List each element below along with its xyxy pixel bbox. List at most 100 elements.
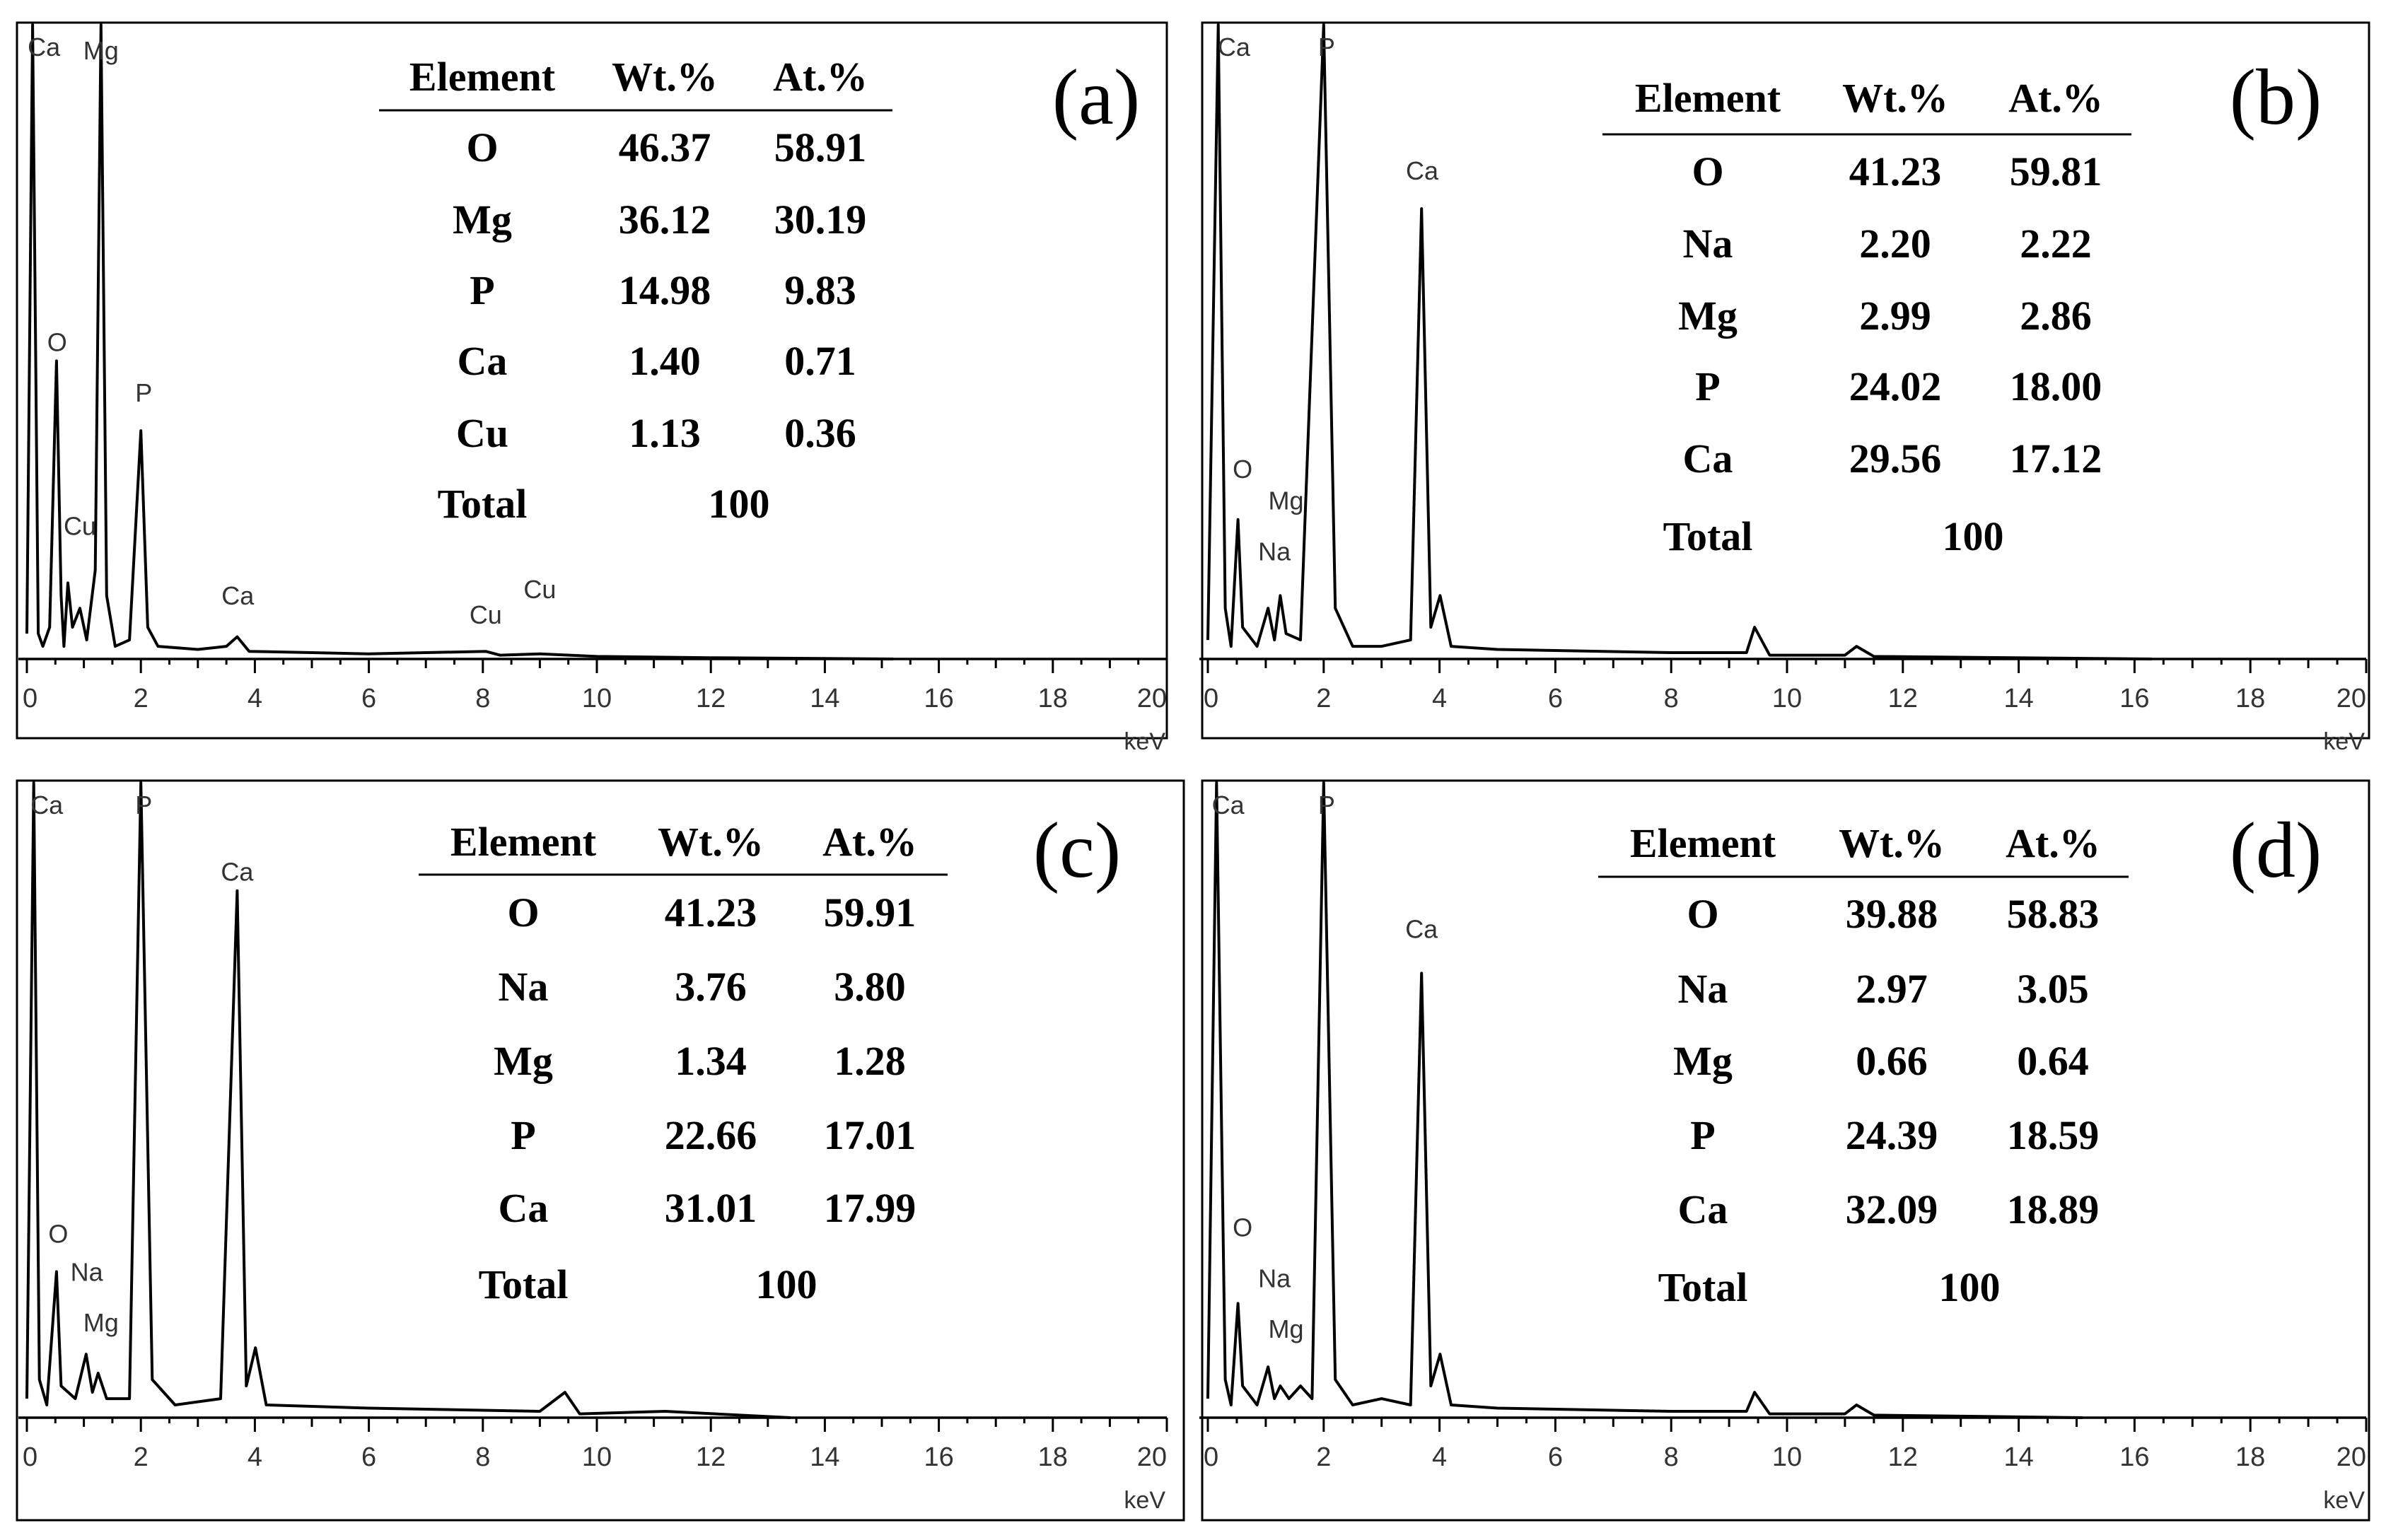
table-cell: 22.66	[665, 1112, 757, 1158]
table-cell: 1.13	[629, 410, 701, 456]
peak-label-ca: Ca	[1218, 33, 1251, 62]
x-tick-label: 4	[1432, 684, 1447, 713]
x-tick-label: 2	[1316, 1442, 1331, 1472]
peak-label-na: Na	[1258, 537, 1291, 566]
table-cell: 59.91	[824, 889, 916, 935]
table-cell: 41.23	[1849, 148, 1942, 194]
table-cell: 17.01	[824, 1112, 916, 1158]
table-header: Element	[1630, 820, 1776, 866]
table-row: P 24.39 18.59	[1690, 1112, 2099, 1158]
table-total-value: 100	[756, 1261, 817, 1307]
table-total-label: Total	[1663, 513, 1753, 559]
x-tick-label: 0	[23, 1442, 37, 1472]
table-cell: 0.66	[1856, 1038, 1928, 1084]
table-cell: O	[507, 889, 539, 935]
table-row: P 24.02 18.00	[1695, 363, 2102, 409]
table-row: Ca 32.09 18.89	[1678, 1186, 2100, 1232]
x-tick-label: 10	[1772, 1442, 1802, 1472]
table-cell: 17.12	[2010, 436, 2102, 482]
table-cell: P	[1695, 363, 1720, 409]
spectrum-line	[1206, 23, 2153, 660]
spectrum-line	[25, 781, 791, 1419]
peak-label-p: P	[1318, 791, 1335, 819]
x-tick-label: 0	[23, 684, 37, 713]
table-cell: P	[511, 1112, 535, 1158]
panel-letter: (c)	[1033, 807, 1121, 894]
table-cell: 59.81	[2010, 148, 2102, 194]
table-cell: 2.22	[2020, 221, 2092, 267]
table-cell: 2.86	[2020, 293, 2092, 339]
table-total-value: 100	[1943, 513, 2004, 559]
table-row: Mg 36.12 30.19	[453, 197, 866, 243]
x-tick-label: 4	[1432, 1442, 1447, 1472]
peak-label-mg: Mg	[83, 36, 119, 65]
x-tick-label: 2	[134, 1442, 149, 1472]
peak-label-o: O	[1233, 1213, 1252, 1242]
table-cell: 41.23	[665, 889, 757, 935]
peak-label-cu: Cu	[470, 600, 502, 629]
panel-frame	[16, 779, 1185, 1522]
table-cell: O	[1687, 891, 1718, 937]
table-cell: 2.99	[1859, 293, 1931, 339]
table-total-label: Total	[1658, 1264, 1748, 1310]
panel-letter: (a)	[1052, 54, 1140, 141]
x-tick-label: 2	[1316, 684, 1331, 713]
x-axis-unit-label: keV	[1124, 1487, 1165, 1514]
table-cell: 30.19	[774, 197, 867, 243]
panel-b: 0 2 4 6 8 10 12 14 16 18 20 keV Ca P Ca O Mg Na (b) Element…	[1199, 21, 2370, 755]
peak-label-p: P	[135, 791, 152, 819]
x-tick-label: 10	[1772, 684, 1802, 713]
table-row: Na 3.76 3.80	[499, 964, 906, 1010]
table-row: O 41.23 59.91	[507, 889, 916, 935]
x-tick-label: 6	[361, 684, 376, 713]
table-cell: 1.40	[629, 338, 701, 384]
table-row: Na 2.20 2.22	[1683, 221, 2092, 267]
x-tick-label: 6	[1548, 1442, 1563, 1472]
x-tick-label: 8	[475, 684, 490, 713]
x-tick-label: 12	[1888, 684, 1918, 713]
table-total-value: 100	[1939, 1264, 2001, 1310]
table-cell: 1.28	[834, 1038, 906, 1084]
table-row: Na 2.97 3.05	[1678, 966, 2089, 1012]
table-header: Wt.%	[612, 54, 718, 100]
x-tick-label: 10	[582, 684, 612, 713]
table-cell: 24.02	[1849, 363, 1942, 409]
table-cell: Ca	[1678, 1186, 1728, 1232]
table-cell: 3.05	[2017, 966, 2089, 1012]
table-cell: Mg	[1678, 293, 1738, 339]
x-tick-label: 0	[1204, 1442, 1218, 1472]
x-tick-label: 14	[2003, 684, 2033, 713]
table-row: P 22.66 17.01	[511, 1112, 916, 1158]
table-cell: P	[1690, 1112, 1715, 1158]
panel-letter: (d)	[2230, 807, 2322, 894]
table-cell: Na	[499, 964, 549, 1010]
table-cell: 58.91	[774, 124, 867, 170]
x-tick-label: 20	[1137, 684, 1167, 713]
x-tick-label: 18	[2235, 1442, 2265, 1472]
x-tick-label: 20	[2336, 684, 2366, 713]
x-tick-label: 14	[810, 1442, 839, 1472]
table-header: Element	[450, 819, 597, 865]
peak-label-cu: Cu	[64, 512, 96, 541]
peak-label-na: Na	[1258, 1264, 1291, 1293]
x-tick-label: 4	[248, 684, 262, 713]
x-tick-label: 8	[1664, 1442, 1679, 1472]
table-cell: 29.56	[1849, 436, 1942, 482]
table-row: Mg 1.34 1.28	[494, 1038, 906, 1084]
table-cell: 32.09	[1846, 1186, 1938, 1232]
peak-label-o: O	[47, 327, 67, 356]
x-tick-label: 8	[1664, 684, 1679, 713]
peak-label-p: P	[1318, 33, 1335, 62]
table-cell: O	[466, 124, 498, 170]
table-cell: 18.59	[2007, 1112, 2100, 1158]
table-header: At.%	[2006, 820, 2100, 866]
composition-table: Element Wt.% At.% O 39.88 58.83 Na 2.97 3.05 Mg 0.…	[1598, 820, 2129, 1310]
x-axis-unit-label: keV	[1124, 728, 1165, 755]
x-axis-unit-label: keV	[2323, 1487, 2365, 1514]
x-tick-label: 16	[924, 684, 953, 713]
table-cell: 14.98	[619, 267, 711, 313]
x-tick-label: 6	[361, 1442, 376, 1472]
table-cell: O	[1692, 148, 1723, 194]
